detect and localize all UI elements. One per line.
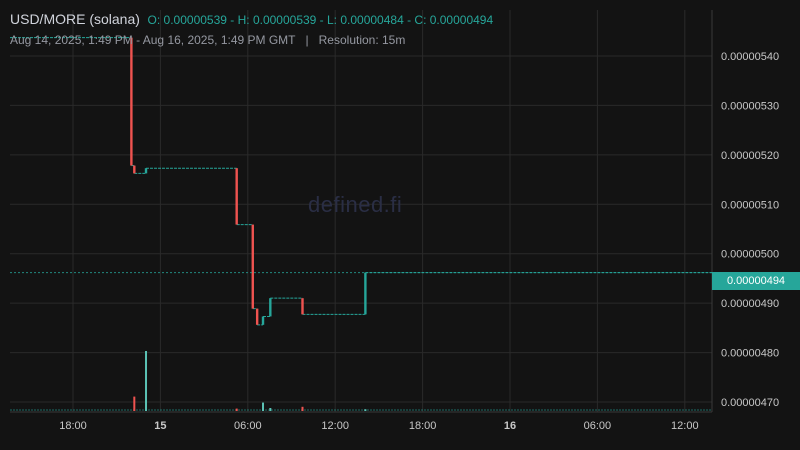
price-move — [269, 298, 272, 317]
y-tick-label: 0.00000470 — [721, 397, 779, 409]
x-axis: 18:00 15 06:00 12:00 18:00 16 06:00 12:00 — [59, 420, 698, 432]
price-move — [130, 37, 133, 166]
y-tick-label: 0.00000540 — [721, 51, 779, 63]
resolution-label: Resolution: 15m — [318, 33, 406, 47]
price-move — [144, 168, 148, 174]
volume-bar — [364, 409, 367, 411]
volume-bar — [145, 351, 148, 411]
x-tick-label: 12:00 — [671, 420, 699, 432]
ohlc-readout: O: 0.00000539 - H: 0.00000539 - L: 0.000… — [147, 13, 494, 27]
y-tick-label: 0.00000500 — [721, 249, 779, 261]
watermark: defined.fi — [308, 192, 403, 217]
price-move — [255, 308, 259, 325]
separator: | — [305, 33, 309, 47]
volume-bar — [269, 408, 272, 411]
price-steps — [10, 37, 712, 326]
x-tick-label: 15 — [154, 420, 166, 432]
date-range: Aug 14, 2025, 1:49 PM - Aug 16, 2025, 1:… — [10, 33, 296, 47]
volume-bars — [10, 351, 712, 411]
x-tick-label: 06:00 — [584, 420, 612, 432]
x-tick-label: 16 — [504, 420, 516, 432]
y-tick-label: 0.00000530 — [721, 100, 779, 112]
price-move — [301, 298, 304, 315]
y-tick-label: 0.00000520 — [721, 150, 779, 162]
volume-bar — [133, 396, 136, 411]
price-move — [235, 168, 238, 225]
x-tick-label: 12:00 — [321, 420, 349, 432]
last-price-tag: 0.00000494 — [712, 272, 800, 290]
volume-bar — [262, 402, 265, 411]
y-axis: 0.00000540 0.00000530 0.00000520 0.00000510… — [721, 51, 779, 409]
x-tick-label: 06:00 — [234, 420, 262, 432]
y-tick-label: 0.00000490 — [721, 298, 779, 310]
volume-bar — [235, 408, 238, 411]
y-tick-label: 0.00000510 — [721, 199, 779, 211]
price-move — [364, 272, 367, 315]
symbol-title: USD/MORE (solana) — [10, 11, 140, 27]
chart-header: USD/MORE (solana) O: 0.00000539 - H: 0.0… — [10, 11, 493, 27]
price-move — [251, 224, 254, 309]
price-move — [133, 165, 136, 174]
chart-subheader: Aug 14, 2025, 1:49 PM - Aug 16, 2025, 1:… — [10, 33, 405, 47]
price-move — [261, 316, 265, 325]
volume-bar — [301, 406, 304, 411]
x-tick-label: 18:00 — [59, 420, 87, 432]
x-tick-label: 18:00 — [409, 420, 437, 432]
grid-lines — [10, 10, 713, 413]
y-tick-label: 0.00000480 — [721, 348, 779, 360]
